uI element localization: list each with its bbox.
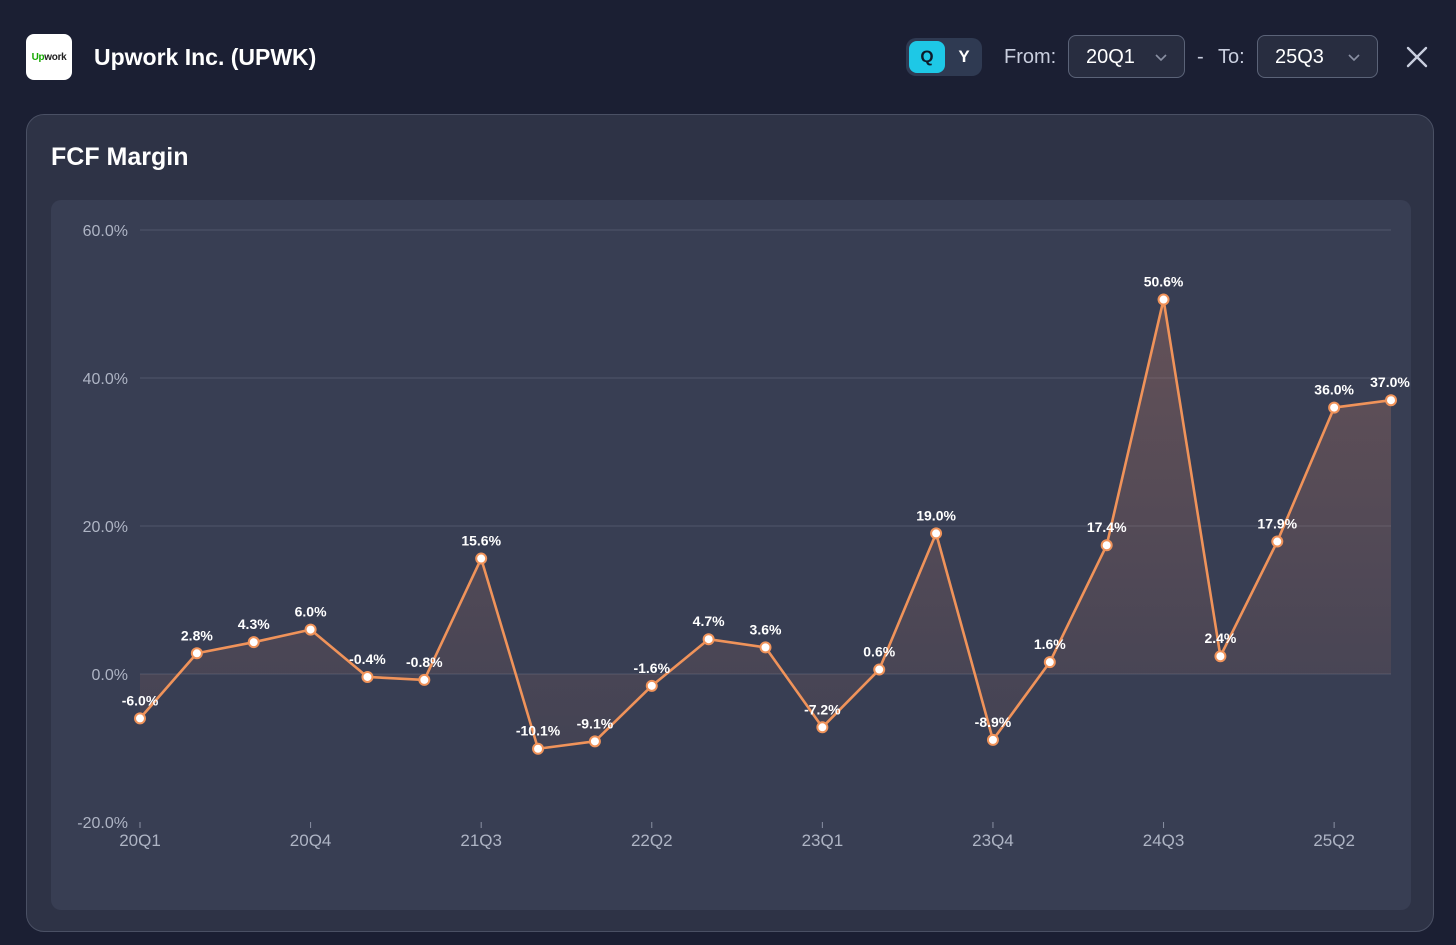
chevron-down-icon: [1155, 54, 1167, 62]
x-tick-label: 20Q1: [119, 831, 161, 850]
data-point: [418, 673, 431, 686]
y-tick-label: 0.0%: [92, 667, 128, 684]
y-tick-label: -20.0%: [77, 815, 128, 832]
company-title: Upwork Inc. (UPWK): [94, 44, 317, 70]
data-point: [190, 647, 203, 660]
data-label: 15.6%: [461, 533, 501, 549]
data-label: 6.0%: [295, 604, 327, 620]
data-label: 17.4%: [1087, 519, 1127, 535]
quarterly-toggle-button[interactable]: Q: [909, 41, 945, 73]
from-label: From:: [1004, 46, 1057, 68]
period-toggle: Q Y: [906, 38, 982, 76]
data-label: -10.1%: [516, 723, 561, 739]
x-tick-label: 20Q4: [290, 831, 332, 850]
data-label: 36.0%: [1314, 382, 1354, 398]
company-logo: Up work: [26, 34, 72, 80]
logo-text-work: work: [44, 51, 67, 63]
data-label: 17.9%: [1257, 516, 1297, 532]
data-label: 4.3%: [238, 616, 270, 632]
data-label: 1.6%: [1034, 636, 1066, 652]
data-label: -0.4%: [349, 651, 386, 667]
data-point: [645, 679, 658, 692]
yearly-toggle-button[interactable]: Y: [958, 47, 970, 66]
data-label: 3.6%: [750, 621, 782, 637]
data-label: -1.6%: [633, 660, 670, 676]
data-point: [1214, 650, 1227, 663]
data-point: [304, 623, 317, 636]
x-tick-label: 21Q3: [460, 831, 502, 850]
data-label: 0.6%: [863, 644, 895, 660]
data-point: [1271, 535, 1284, 548]
x-tick-label: 22Q2: [631, 831, 673, 850]
range-separator: -: [1197, 46, 1204, 68]
chart-title: FCF Margin: [51, 143, 189, 171]
data-label: 2.4%: [1204, 630, 1236, 646]
data-point: [930, 527, 943, 540]
header: Up work Upwork Inc. (UPWK) Q Y From: 20Q1…: [0, 0, 1456, 114]
data-point: [1100, 539, 1113, 552]
data-point: [816, 721, 829, 734]
data-point: [986, 733, 999, 746]
x-tick-label: 24Q3: [1143, 831, 1185, 850]
data-label: 2.8%: [181, 627, 213, 643]
data-label: -6.0%: [122, 692, 159, 708]
data-label: -0.8%: [406, 654, 443, 670]
data-point: [1043, 656, 1056, 669]
from-select[interactable]: 20Q1: [1068, 35, 1185, 78]
data-label: -9.1%: [577, 715, 614, 731]
y-tick-label: 40.0%: [83, 371, 128, 388]
data-point: [702, 633, 715, 646]
data-point: [759, 641, 772, 654]
series-line: [139, 298, 1392, 751]
data-label: 50.6%: [1144, 274, 1184, 290]
chevron-down-icon: [1348, 54, 1360, 62]
x-tick-label: 23Q4: [972, 831, 1014, 850]
data-point: [247, 636, 260, 649]
to-select-value: 25Q3: [1275, 46, 1324, 68]
data-point: [361, 670, 374, 683]
to-label: To:: [1218, 46, 1245, 68]
series-area: [140, 299, 1391, 749]
data-point: [134, 712, 146, 725]
y-tick-label: 60.0%: [83, 223, 128, 240]
data-point: [1385, 394, 1397, 407]
data-label: -7.2%: [804, 701, 841, 717]
data-point: [1328, 401, 1341, 414]
y-tick-label: 20.0%: [83, 519, 128, 536]
close-icon[interactable]: [1402, 42, 1432, 72]
data-label: 37.0%: [1370, 374, 1410, 390]
logo-text-up: Up: [31, 51, 45, 63]
from-select-value: 20Q1: [1086, 46, 1135, 68]
data-label: -8.9%: [975, 714, 1012, 730]
data-point: [873, 663, 886, 676]
data-point: [1157, 293, 1170, 306]
data-point: [588, 735, 601, 748]
data-point: [532, 742, 545, 755]
data-label: 4.7%: [693, 613, 725, 629]
data-label: 19.0%: [916, 507, 956, 523]
x-tick-label: 25Q2: [1313, 831, 1355, 850]
x-tick-label: 23Q1: [802, 831, 844, 850]
data-point: [475, 552, 488, 565]
to-select[interactable]: 25Q3: [1257, 35, 1378, 78]
